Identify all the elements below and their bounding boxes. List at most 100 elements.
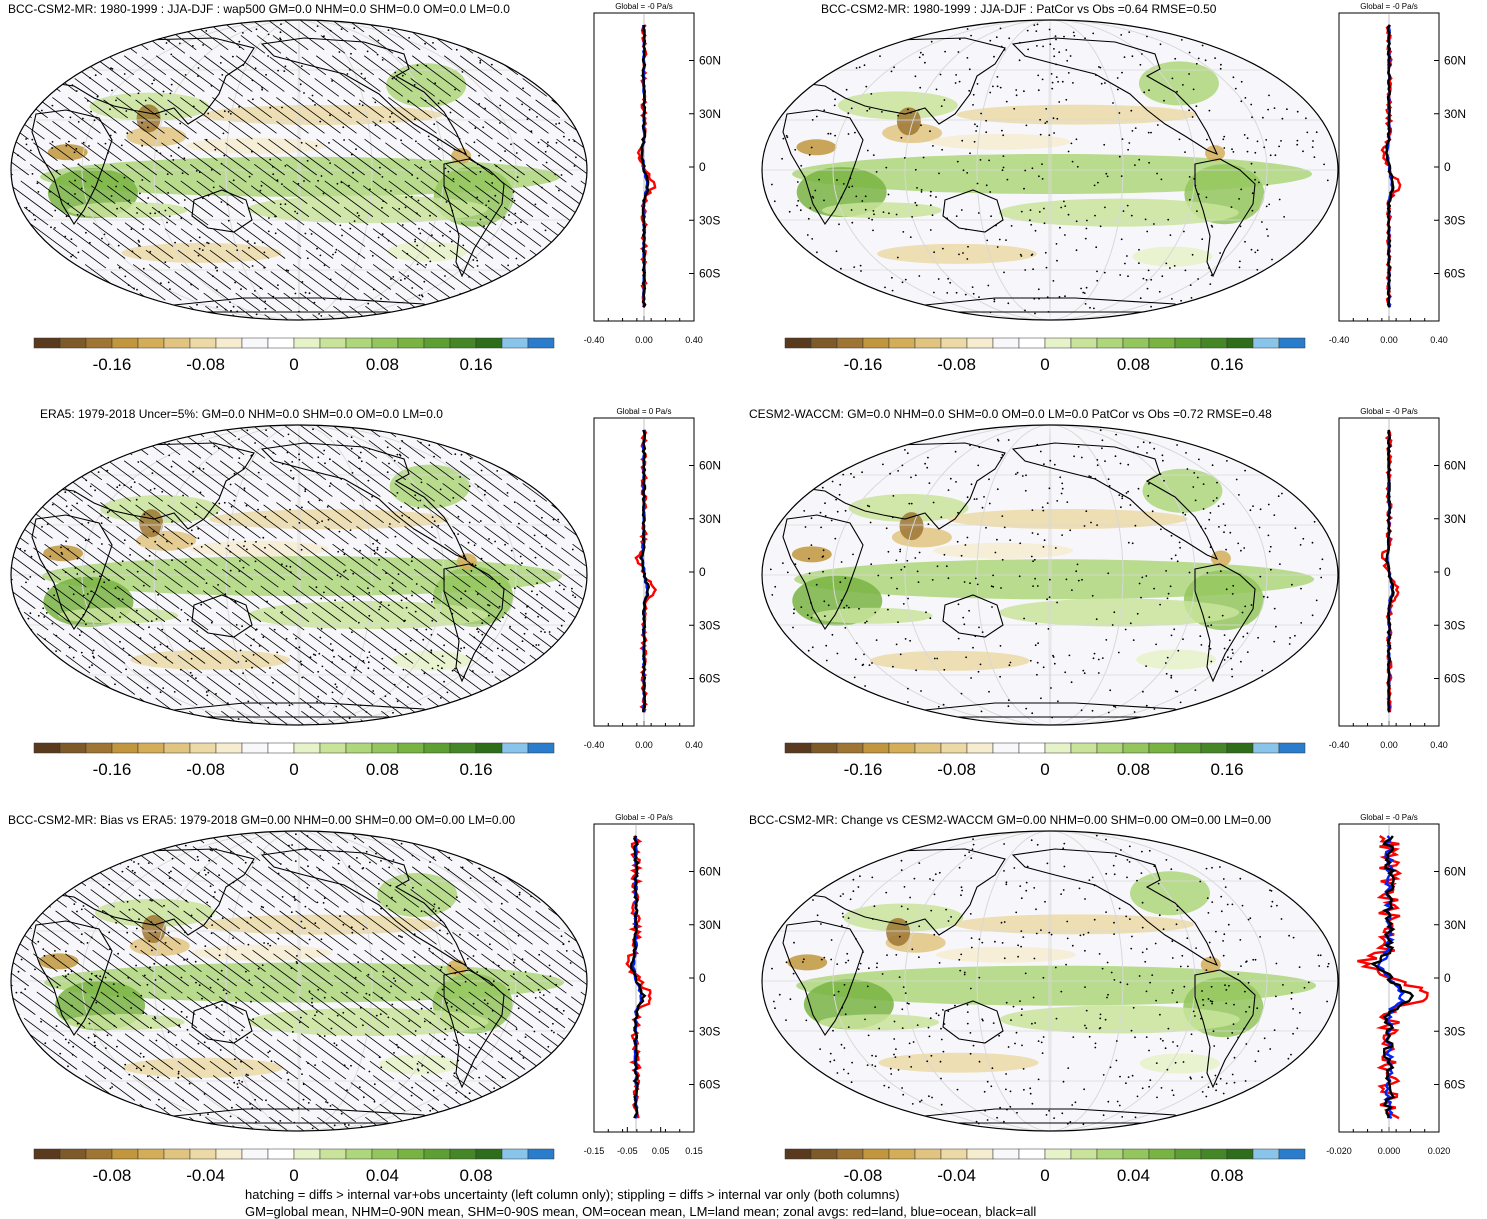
stipple-dot (1300, 587, 1302, 590)
stipple-dot (1077, 445, 1080, 448)
stipple-dot (311, 997, 314, 1000)
stipple-dot (1171, 298, 1173, 300)
stipple-dot (522, 87, 524, 90)
stipple-dot (537, 988, 540, 991)
stipple-dot (820, 526, 822, 529)
colorbar-swatch (241, 1148, 269, 1160)
stipple-dot (568, 139, 570, 141)
stipple-dot (855, 195, 858, 198)
hatch-line (11, 20, 233, 320)
stipple-dot (264, 300, 267, 303)
stipple-dot (1092, 657, 1095, 660)
hatch-line (35, 831, 457, 1131)
stipple-dot (183, 199, 186, 201)
stipple-dot (550, 1029, 553, 1032)
stipple-dot (1127, 490, 1129, 493)
stipple-dot (938, 871, 941, 874)
stipple-dot (329, 458, 331, 461)
stipple-dot (1082, 1123, 1085, 1126)
stipple-dot (1046, 862, 1049, 865)
stipple-dot (978, 976, 981, 979)
lat-label: 30N (1444, 512, 1466, 526)
stipple-dot (432, 597, 435, 600)
stipple-dot (321, 665, 324, 668)
stipple-dot (233, 499, 236, 502)
stipple-dot (961, 139, 964, 142)
stipple-dot (900, 136, 903, 139)
hatch-line (259, 20, 587, 320)
stipple-dot (1067, 72, 1070, 74)
x-tick-label: 0.40 (1430, 740, 1448, 750)
coastline (43, 442, 255, 530)
stipple-dot (1033, 887, 1036, 889)
stipple-dot (85, 479, 88, 482)
stipple-dot (958, 253, 960, 256)
stipple-dot (215, 1006, 218, 1009)
stipple-dot (893, 1038, 896, 1040)
stipple-dot (460, 453, 463, 456)
colorbar-swatch (111, 1148, 139, 1160)
stipple-dot (955, 74, 957, 76)
colorbar-swatch (527, 1148, 555, 1160)
stipple-dot (1093, 184, 1096, 187)
stipple-dot (168, 215, 171, 218)
stipple-dot (905, 920, 908, 923)
stipple-dot (80, 187, 83, 190)
stipple-dot (1030, 254, 1033, 256)
colorbar-swatch (397, 742, 425, 754)
stipple-dot (362, 1096, 365, 1099)
stipple-dot (391, 77, 394, 80)
colorbar-swatch (475, 337, 503, 349)
stipple-dot (273, 628, 276, 631)
colorbar-label: 0 (1040, 355, 1049, 374)
stipple-dot (425, 264, 427, 266)
stipple-dot (508, 988, 510, 991)
stipple-dot (803, 510, 806, 512)
stipple-dot (94, 1044, 96, 1047)
stipple-dot (1244, 605, 1247, 608)
stipple-dot (267, 230, 270, 233)
stipple-dot (907, 701, 909, 703)
stipple-dot (1240, 100, 1243, 103)
stipple-dot (65, 975, 67, 978)
stipple-dot (935, 1012, 938, 1015)
stipple-dot (909, 896, 911, 899)
stipple-dot (1206, 138, 1208, 141)
stipple-dot (381, 207, 383, 209)
stipple-dot (292, 477, 295, 479)
stipple-dot (994, 551, 997, 554)
colorbar-label: -0.04 (186, 1166, 225, 1185)
stipple-dot (93, 1041, 96, 1044)
stipple-dot (1063, 200, 1065, 203)
stipple-dot (1132, 639, 1135, 641)
stipple-dot (1032, 268, 1034, 271)
stipple-dot (954, 450, 957, 453)
stipple-dot (938, 962, 941, 964)
stipple-dot (101, 910, 104, 912)
stipple-dot (252, 1018, 255, 1021)
stipple-dot (1202, 508, 1205, 510)
stipple-dot (45, 612, 48, 614)
stipple-dot (961, 889, 963, 892)
stipple-dot (833, 104, 836, 107)
stipple-dot (392, 711, 394, 714)
stipple-dot (1062, 847, 1065, 850)
stipple-dot (1027, 48, 1029, 51)
stipple-dot (423, 672, 426, 675)
stipple-dot (1020, 1014, 1023, 1017)
stipple-dot (499, 104, 502, 107)
stipple-dot (857, 968, 860, 970)
stipple-dot (1107, 993, 1109, 996)
stipple-dot (958, 866, 961, 869)
stipple-dot (1105, 172, 1108, 175)
stipple-dot (422, 638, 425, 641)
colorbar-swatch (397, 337, 425, 349)
stipple-dot (298, 458, 301, 461)
stipple-dot (398, 208, 401, 210)
stipple-dot (77, 251, 80, 254)
stipple-dot (247, 700, 250, 703)
stipple-dot (1025, 474, 1027, 477)
stipple-dot (1044, 122, 1047, 124)
stipple-dot (1165, 859, 1168, 861)
stipple-dot (443, 680, 445, 683)
